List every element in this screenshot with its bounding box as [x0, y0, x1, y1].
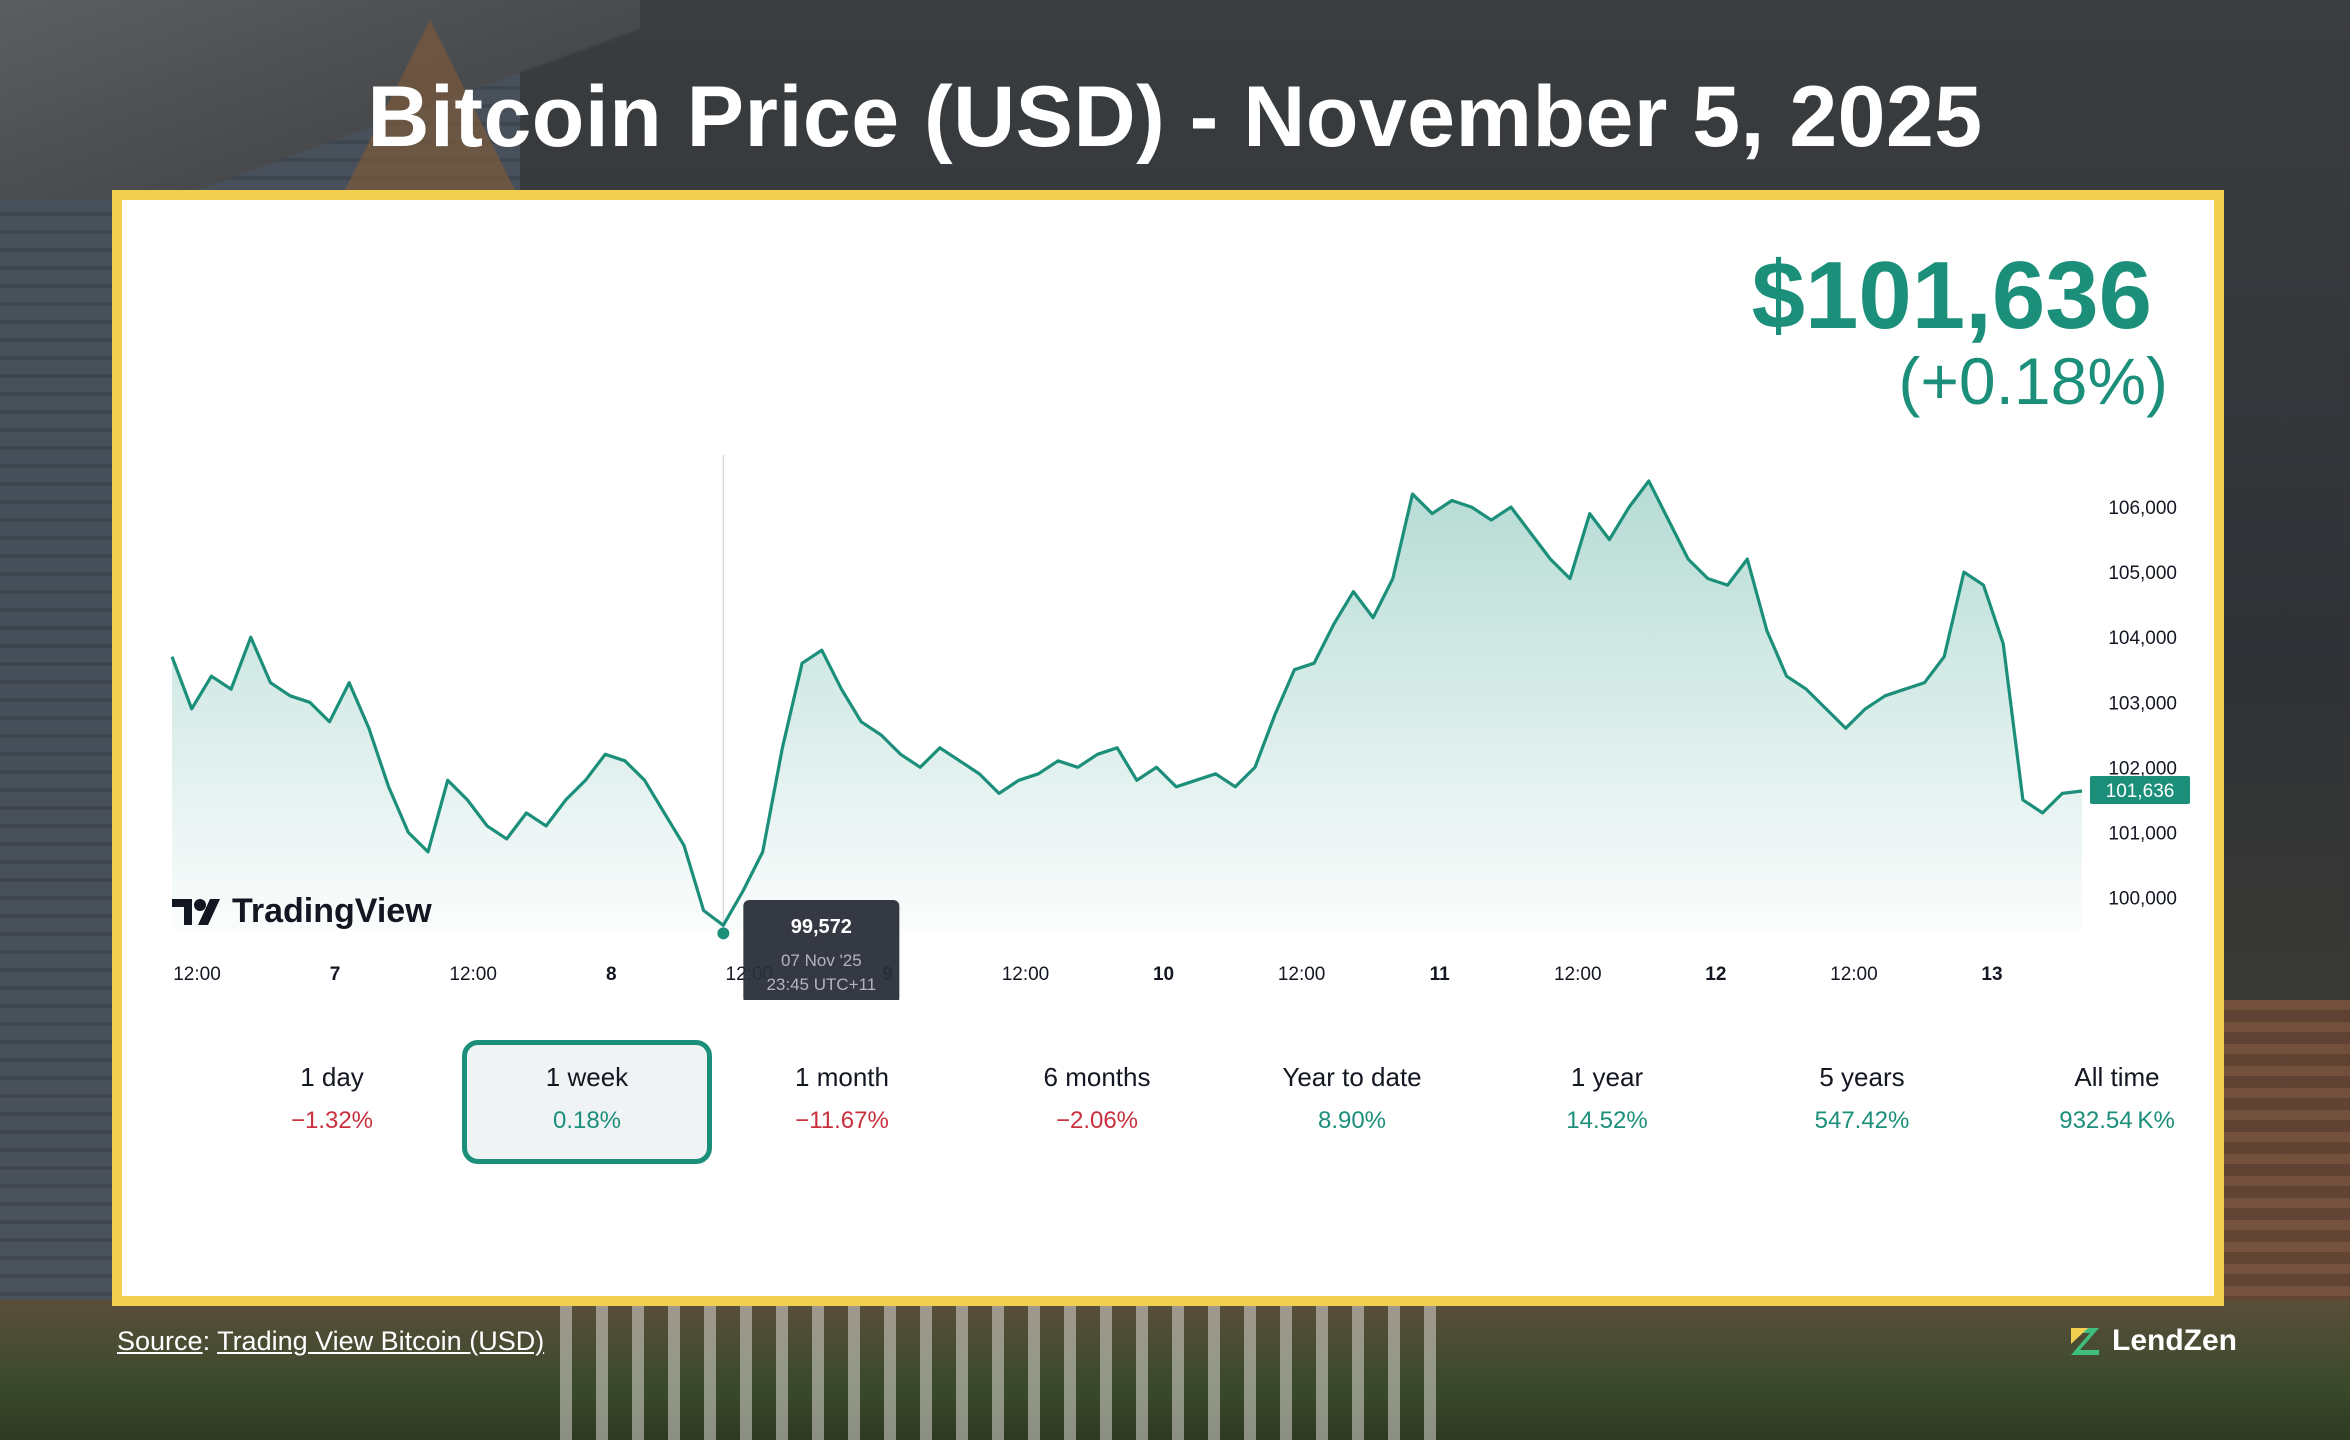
brand-label: LendZen	[2112, 1324, 2237, 1357]
y-tick-label: 105,000	[2108, 563, 2177, 584]
period-label: All time	[2074, 1062, 2160, 1092]
x-tick-label: 12:00	[1830, 964, 1878, 985]
period-change: 14.52%	[1566, 1107, 1648, 1134]
source-link[interactable]: Trading View Bitcoin (USD)	[217, 1326, 545, 1356]
x-tick-label: 12:00	[1002, 964, 1050, 985]
x-tick-label: 12:00	[449, 964, 497, 985]
x-tick-label: 7	[330, 964, 341, 985]
price-chart[interactable]: 100,000 101,000 102,000 103,000 104,000 105,0…	[122, 200, 2214, 1000]
period-change: 0.18%	[552, 1107, 622, 1134]
period-change: 8.90%	[1317, 1107, 1387, 1134]
price-line	[170, 479, 2083, 927]
period-option[interactable]: 1 year 14.52%	[1482, 1040, 1732, 1164]
source-line: Source: Trading View Bitcoin (USD)	[117, 1326, 545, 1356]
period-option[interactable]: 5 years 547.42%	[1737, 1040, 1987, 1164]
period-label: 1 month	[795, 1062, 889, 1092]
lendzen-logo-icon	[2071, 1328, 2099, 1355]
y-tick-label: 104,000	[2108, 628, 2177, 649]
period-label: 1 year	[1570, 1062, 1644, 1092]
y-tick-label: 106,000	[2108, 498, 2177, 519]
tooltip-date: 07 Nov '25	[781, 951, 862, 970]
x-tick-label: 12:00	[1278, 964, 1326, 985]
period-label: 1 week	[545, 1062, 629, 1092]
period-label: 5 years	[1819, 1062, 1905, 1092]
period-selector: 1 day −1.32% 1 week 0.18% 1 month −11.67% 6 mo…	[152, 1040, 2184, 1164]
period-option[interactable]: 1 day −1.32%	[207, 1040, 457, 1164]
period-change: −1.32%	[290, 1107, 374, 1134]
price-area-fill	[172, 481, 2082, 930]
current-value-label: 101,636	[2106, 781, 2175, 802]
y-tick-label: 103,000	[2108, 693, 2177, 714]
x-tick-label: 12	[1705, 964, 1726, 985]
source-label: Source	[117, 1326, 203, 1356]
x-tick-label: 12:00	[173, 964, 221, 985]
page-title: Bitcoin Price (USD) - November 5, 2025	[367, 69, 1983, 165]
period-change: 547.42%	[1814, 1107, 1910, 1134]
x-tick-label: 11	[1430, 964, 1451, 985]
current-price: $101,636	[1751, 242, 2152, 349]
period-label: 1 day	[300, 1062, 364, 1092]
x-tick-label: 13	[1981, 964, 2002, 985]
background-roof	[0, 0, 640, 200]
period-change: −11.67%	[795, 1107, 889, 1134]
tooltip-box	[743, 900, 900, 1000]
current-value-badge	[2090, 776, 2190, 805]
tooltip-time: 23:45 UTC+11	[766, 975, 876, 994]
tooltip-value: 99,572	[791, 916, 852, 938]
period-option[interactable]: All time 932.54 K%	[1992, 1040, 2242, 1164]
period-option[interactable]: Year to date 8.90%	[1227, 1040, 1477, 1164]
tradingview-logo: TradingView	[172, 892, 432, 931]
tradingview-label: TradingView	[232, 892, 432, 930]
x-tick-label: 10	[1153, 964, 1174, 985]
brand-logo: LendZen	[2068, 1324, 2237, 1358]
period-label: Year to date	[1282, 1062, 1422, 1092]
period-change: 932.54 K%	[2059, 1107, 2175, 1134]
period-option[interactable]: 1 week 0.18%	[462, 1040, 712, 1164]
x-tick-label: 12:00	[1554, 964, 1602, 985]
period-option[interactable]: 6 months −2.06%	[972, 1040, 1222, 1164]
period-change: −2.06%	[1055, 1107, 1139, 1134]
x-tick-label: 8	[606, 964, 617, 985]
tooltip-point	[717, 927, 730, 940]
chart-panel: 100,000 101,000 102,000 103,000 104,000 105,0…	[112, 190, 2224, 1306]
price-change: (+0.18%)	[1898, 344, 2168, 418]
period-label: 6 months	[1043, 1062, 1151, 1092]
y-tick-label: 101,000	[2108, 823, 2177, 844]
period-option[interactable]: 1 month −11.67%	[717, 1040, 967, 1164]
y-tick-label: 102,000	[2108, 758, 2177, 779]
tradingview-icon	[172, 898, 220, 925]
y-tick-label: 100,000	[2108, 888, 2177, 909]
background-fence	[560, 1300, 1460, 1440]
